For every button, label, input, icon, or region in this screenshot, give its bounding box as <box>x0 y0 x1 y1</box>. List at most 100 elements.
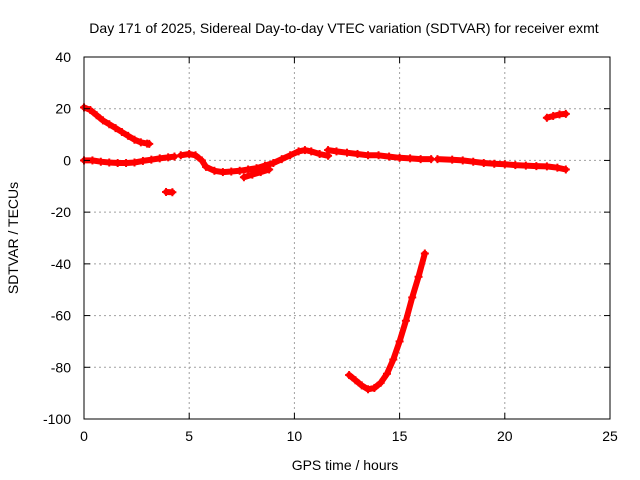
data-point <box>300 146 309 155</box>
data-point <box>248 170 257 179</box>
data-point <box>307 147 316 156</box>
data-point <box>105 120 114 129</box>
data-point <box>265 165 274 174</box>
series-segment-7 <box>433 155 570 174</box>
data-point <box>395 337 404 346</box>
y-axis-title: SDTVAR / TECUs <box>5 182 21 294</box>
x-tick-label: 25 <box>602 428 618 444</box>
data-point <box>197 156 206 165</box>
data-point <box>364 151 373 160</box>
axis-ticks: 0 5 10 15 20 25 -100 -80 -60 -40 -20 0 20 40 <box>43 49 618 444</box>
series-segment-5 <box>239 165 274 182</box>
series-segment-4 <box>176 146 333 177</box>
series-segment-6 <box>324 146 436 164</box>
data-point <box>500 160 509 169</box>
data-point <box>469 157 478 166</box>
data-point <box>170 152 179 161</box>
data-point <box>239 173 248 182</box>
data-point <box>353 149 362 158</box>
data-point <box>389 355 398 364</box>
data-point <box>218 168 227 177</box>
data-point <box>364 385 373 394</box>
data-point <box>124 131 133 140</box>
data-point <box>458 156 467 165</box>
data-point <box>191 151 200 160</box>
data-point <box>521 161 530 170</box>
x-axis-title: GPS time / hours <box>292 457 399 473</box>
data-point <box>210 166 219 175</box>
data-point <box>532 162 541 171</box>
data-point <box>401 316 410 325</box>
data-point <box>433 155 442 164</box>
data-point <box>235 166 244 175</box>
data-point <box>168 188 177 197</box>
x-tick-label: 0 <box>80 428 88 444</box>
data-point <box>147 155 156 164</box>
data-point <box>130 135 139 144</box>
y-tick-label: 40 <box>55 49 71 65</box>
data-point <box>561 165 570 174</box>
grid <box>84 57 610 419</box>
data-point <box>549 111 558 120</box>
data-point <box>420 249 429 258</box>
data-point <box>105 158 114 167</box>
y-tick-label: -80 <box>51 359 71 375</box>
data-point <box>117 127 126 136</box>
data-point <box>244 165 253 174</box>
data-point <box>370 383 379 392</box>
data-point <box>145 139 154 148</box>
data-point <box>351 376 360 385</box>
x-tick-label: 20 <box>497 428 513 444</box>
data-point <box>96 157 105 166</box>
data-point <box>315 149 324 158</box>
data-point <box>490 159 499 168</box>
data-point <box>136 138 145 147</box>
series-segment-9 <box>345 249 429 394</box>
data-point <box>130 158 139 167</box>
data-point <box>155 154 164 163</box>
data-point <box>324 146 333 155</box>
y-tick-label: 0 <box>63 152 71 168</box>
y-tick-label: -100 <box>43 411 71 427</box>
data-point <box>357 381 366 390</box>
data-point <box>343 148 351 157</box>
data-point <box>542 162 551 171</box>
data-point <box>176 151 185 160</box>
data-point <box>86 106 95 115</box>
data-point <box>448 155 457 164</box>
series-line <box>240 166 273 181</box>
data-point <box>511 161 520 170</box>
data-point <box>561 109 570 118</box>
data-point <box>382 369 391 378</box>
series-segment-8 <box>542 109 570 122</box>
data-point <box>138 156 147 165</box>
data-point <box>185 149 194 158</box>
data-point <box>408 293 417 302</box>
y-tick-label: -20 <box>51 204 71 220</box>
data-point <box>553 163 562 172</box>
data-point <box>414 272 423 281</box>
data-point <box>542 113 551 122</box>
x-tick-label: 10 <box>287 428 303 444</box>
data-point <box>374 151 383 160</box>
data-point <box>92 111 101 120</box>
data-point <box>286 151 295 160</box>
series-segment-1 <box>80 103 154 148</box>
data-point <box>479 159 488 168</box>
series-segment-2 <box>80 152 179 168</box>
data-point <box>227 167 236 176</box>
data-series <box>80 103 570 394</box>
y-tick-label: 20 <box>55 101 71 117</box>
data-point <box>98 116 107 125</box>
plot-frame <box>83 56 611 420</box>
data-point <box>113 159 122 168</box>
data-point <box>111 124 120 133</box>
data-point <box>294 147 303 156</box>
data-point <box>332 147 341 156</box>
data-point <box>376 378 385 387</box>
series-line <box>346 250 428 393</box>
data-point <box>277 155 286 164</box>
series-line <box>81 104 153 147</box>
data-point <box>202 162 211 171</box>
